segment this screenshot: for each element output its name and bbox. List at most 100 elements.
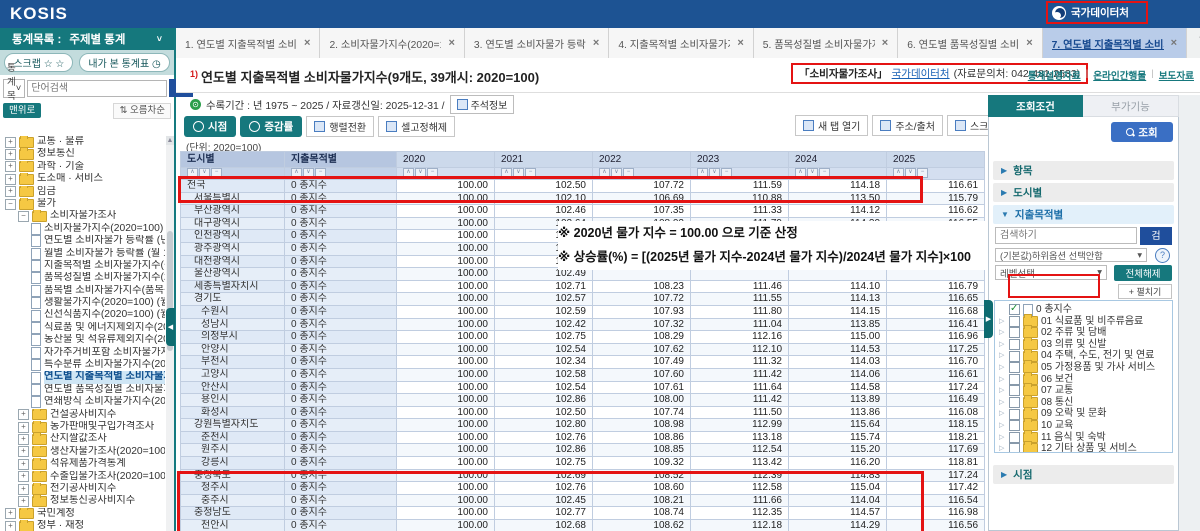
- column-header-purpose[interactable]: 지출목적별: [284, 151, 397, 168]
- section-purpose[interactable]: ▼ 지출목적별: [993, 205, 1174, 224]
- column-header-year[interactable]: 2021: [494, 151, 593, 168]
- help-icon[interactable]: ?: [1155, 248, 1170, 263]
- tree-item[interactable]: 품목성질별 소비자물가지수(2020=: [0, 272, 165, 285]
- tree-item[interactable]: + 과학 · 기술: [0, 160, 165, 173]
- toolbar-button-셀고정해제[interactable]: 셀고정해제: [378, 115, 456, 137]
- expand-icon[interactable]: +: [5, 508, 16, 520]
- tree-item[interactable]: − 물가: [0, 197, 165, 210]
- close-icon[interactable]: ×: [1170, 37, 1178, 49]
- close-icon[interactable]: ×: [881, 37, 889, 49]
- expand-icon[interactable]: +: [18, 483, 29, 495]
- scroll-up-icon[interactable]: ▲: [166, 136, 174, 145]
- column-header-year[interactable]: 2025: [886, 151, 985, 168]
- toolbar-button-시점[interactable]: 시점: [184, 115, 237, 137]
- sort-icon[interactable]: −: [427, 168, 438, 179]
- tree-item[interactable]: + 교통 · 물류: [0, 136, 165, 148]
- close-icon[interactable]: ×: [592, 37, 600, 49]
- tree-item[interactable]: + 정보통신공사비지수: [0, 495, 165, 508]
- expand-icon[interactable]: +: [5, 136, 16, 148]
- column-header-year[interactable]: 2020: [396, 151, 495, 168]
- resource-link[interactable]: 보도자료: [1158, 71, 1194, 82]
- kosis-logo[interactable]: KOSIS: [10, 4, 68, 23]
- tree-item[interactable]: + 생산자물가조사(2020=100): [0, 445, 165, 458]
- tree-item[interactable]: 지출목적별 소비자물가지수(품목포: [0, 260, 165, 273]
- deselect-all-button[interactable]: 전체해제: [1114, 265, 1172, 281]
- checkbox[interactable]: [1009, 373, 1020, 385]
- purpose-search-input[interactable]: [995, 227, 1137, 244]
- expand-icon[interactable]: +: [18, 458, 29, 470]
- expand-arrow-icon[interactable]: ▷: [999, 329, 1005, 337]
- expand-icon[interactable]: +: [18, 421, 29, 433]
- toolbar-button-행렬전환[interactable]: 행렬전환: [306, 115, 375, 137]
- section-time[interactable]: ▶ 시점: [993, 465, 1174, 484]
- tree-item[interactable]: + 임금: [0, 185, 165, 198]
- chevron-down-icon[interactable]: ˅: [156, 34, 162, 44]
- purpose-list-item[interactable]: ▷ 01 식료품 및 비주류음료: [999, 313, 1172, 328]
- tab-extra-functions[interactable]: 부가기능: [1083, 95, 1179, 117]
- purpose-list-item[interactable]: 0 총지수: [999, 303, 1172, 316]
- query-button[interactable]: 조회: [1111, 122, 1173, 142]
- expand-tree-button[interactable]: + 펼치기: [1118, 284, 1172, 299]
- close-icon[interactable]: ×: [304, 37, 311, 49]
- sidebar-collapse-handle[interactable]: ◀: [166, 308, 175, 346]
- expand-icon[interactable]: +: [5, 520, 16, 531]
- expand-arrow-icon[interactable]: ▷: [999, 363, 1005, 371]
- tree-item[interactable]: 자가주거비포함 소비자물가지수(2: [0, 347, 165, 359]
- column-header-year[interactable]: 2024: [788, 151, 887, 168]
- checkbox[interactable]: [1009, 443, 1020, 452]
- expand-arrow-icon[interactable]: ▷: [999, 433, 1005, 441]
- sort-icon[interactable]: −: [721, 168, 732, 179]
- sort-icon[interactable]: ∨: [303, 168, 314, 179]
- expand-icon[interactable]: +: [18, 496, 29, 508]
- tree-item[interactable]: 식료품 및 에너지제외지수(2020=1: [0, 322, 165, 335]
- expand-icon[interactable]: +: [18, 434, 29, 446]
- tree-item[interactable]: + 정보통신: [0, 148, 165, 161]
- checkbox[interactable]: [1009, 327, 1020, 339]
- sort-icon[interactable]: ∨: [611, 168, 622, 179]
- purpose-list-item[interactable]: ▷ 12 기타 상품 및 서비스: [999, 441, 1172, 452]
- checkbox[interactable]: [1009, 431, 1020, 443]
- expand-icon[interactable]: +: [18, 446, 29, 458]
- sort-icon[interactable]: ∨: [415, 168, 426, 179]
- expand-arrow-icon[interactable]: ▷: [999, 387, 1005, 395]
- expand-icon[interactable]: +: [18, 471, 29, 483]
- toolbar-button-증감률[interactable]: 증감률: [240, 115, 303, 137]
- expand-icon[interactable]: +: [5, 149, 16, 161]
- agency-link[interactable]: 국가데이터처: [891, 68, 950, 80]
- ascending-sort-button[interactable]: ⇅ 오름차순: [113, 102, 171, 119]
- sort-icon[interactable]: ∧: [697, 168, 708, 179]
- sort-icon[interactable]: ∧: [187, 168, 198, 179]
- checkbox[interactable]: [1009, 408, 1020, 420]
- my-tables-button[interactable]: 내가 본 통계표 ◷: [79, 53, 170, 72]
- scrollbar-thumb[interactable]: [167, 231, 173, 351]
- to-top-button[interactable]: 맨위로: [3, 103, 42, 118]
- tree-item[interactable]: 연쇄방식 소비자물가지수(2020=1: [0, 396, 165, 409]
- sort-icon[interactable]: −: [315, 168, 326, 179]
- sort-icon[interactable]: ∧: [795, 168, 806, 179]
- expand-arrow-icon[interactable]: ▷: [999, 317, 1005, 325]
- utility-button-주소/출처[interactable]: 주소/출처: [872, 115, 943, 136]
- collapse-icon[interactable]: −: [5, 198, 16, 210]
- sort-icon[interactable]: ∧: [291, 168, 302, 179]
- expand-icon[interactable]: +: [5, 186, 16, 198]
- sort-icon[interactable]: ∧: [501, 168, 512, 179]
- tree-item[interactable]: 연도별 지출목적별 소비자물가지수: [0, 371, 165, 384]
- expand-arrow-icon[interactable]: ▷: [999, 352, 1005, 360]
- expand-arrow-icon[interactable]: ▷: [999, 398, 1005, 406]
- sort-icon[interactable]: ∨: [709, 168, 720, 179]
- tree-item[interactable]: 연도별 소비자물가 등락률 (년 196: [0, 235, 165, 248]
- checkbox[interactable]: [1009, 339, 1020, 351]
- tab-6[interactable]: 6. 연도별 품목성질별 소비자물… ×: [898, 28, 1043, 58]
- search-scope-select[interactable]: 통계목록˅: [3, 63, 26, 116]
- word-search-input[interactable]: [27, 79, 168, 97]
- expand-icon[interactable]: +: [18, 409, 29, 421]
- tree-item[interactable]: 품목별 소비자물가지수(품목성질별: [0, 285, 165, 297]
- suboption-select[interactable]: (기본값)하위옵션 선택안함 ▾: [995, 248, 1147, 262]
- column-header-city[interactable]: 도시별: [180, 151, 285, 168]
- tree-item[interactable]: 소비자물가지수(2020=100) (월,분: [0, 223, 165, 235]
- tab-1[interactable]: 1. 연도별 지출목적별 소비자물… ×: [176, 28, 321, 58]
- purpose-list-item[interactable]: ▷ 02 주류 및 담배: [999, 325, 1172, 339]
- sort-icon[interactable]: ∨: [905, 168, 916, 179]
- tree-item[interactable]: 신선식품지수(2020=100) (월,분기: [0, 309, 165, 322]
- expand-arrow-icon[interactable]: ▷: [999, 410, 1005, 418]
